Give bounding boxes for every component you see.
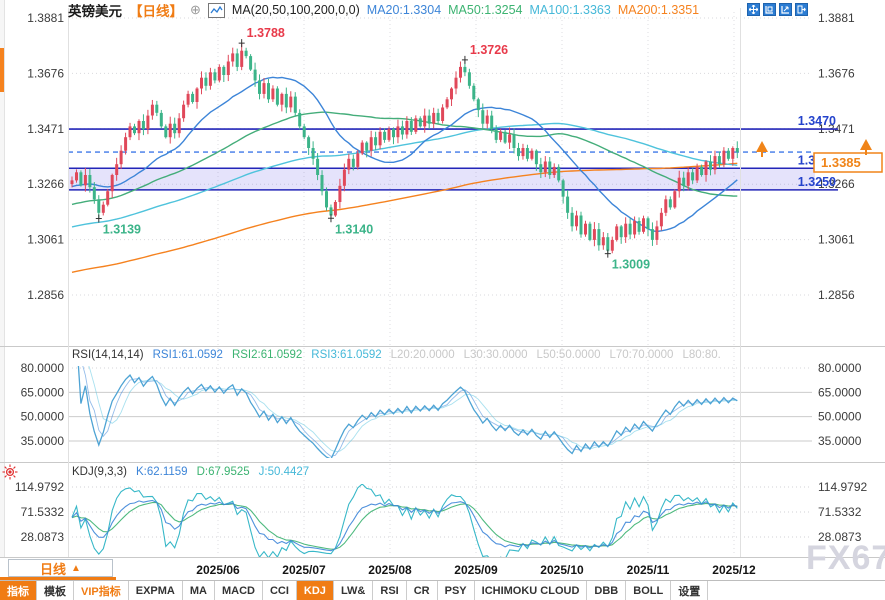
period-selector-label: 日线 — [40, 561, 67, 577]
svg-text:80.0000: 80.0000 — [21, 361, 65, 375]
svg-text:71.5332: 71.5332 — [21, 505, 65, 519]
tab-settings[interactable]: 设置 — [671, 581, 709, 600]
svg-text:1.3266: 1.3266 — [27, 177, 64, 191]
ma200-value: MA200:1.3351 — [617, 3, 700, 17]
svg-text:1.3061: 1.3061 — [818, 233, 855, 247]
svg-text:28.0873: 28.0873 — [818, 530, 862, 544]
rsi-header: RSI(14,14,14) RSI1:61.0592 RSI2:61.0592 … — [72, 349, 721, 361]
symbol-title: 英镑美元 — [68, 4, 122, 19]
svg-text:1.3471: 1.3471 — [27, 122, 64, 136]
tab-expma[interactable]: EXPMA — [129, 581, 183, 600]
sun-marker-icon[interactable] — [2, 464, 18, 485]
period-selector[interactable]: 日线 ▲ — [8, 559, 113, 577]
svg-text:114.9792: 114.9792 — [818, 480, 867, 494]
tab-lwr[interactable]: LW& — [334, 581, 374, 600]
kdj-header: KDJ(9,3,3) K:62.1159 D:67.9525 J:50.4427 — [72, 466, 309, 478]
tab-boll[interactable]: BOLL — [626, 581, 672, 600]
tab-rsi[interactable]: RSI — [373, 581, 407, 600]
svg-text:65.0000: 65.0000 — [21, 385, 65, 399]
axis-scale-icon[interactable] — [779, 3, 792, 16]
ma-settings-label: MA(20,50,100,200,0,0) — [231, 3, 360, 17]
tab-vip-indicator[interactable]: VIP指标 — [74, 581, 129, 600]
svg-text:1.3250: 1.3250 — [798, 175, 836, 189]
svg-text:65.0000: 65.0000 — [818, 385, 862, 399]
svg-text:114.9792: 114.9792 — [15, 480, 64, 494]
svg-text:1.3140: 1.3140 — [335, 222, 373, 236]
svg-text:2025/07: 2025/07 — [282, 563, 326, 577]
ma20-value: MA20:1.3304 — [366, 3, 442, 17]
chart-tool-icons — [747, 3, 808, 16]
svg-text:2025/10: 2025/10 — [540, 563, 584, 577]
tab-ma[interactable]: MA — [183, 581, 215, 600]
rsi1-value: RSI1:61.0592 — [152, 349, 223, 361]
add-indicator-icon[interactable]: ⊕ — [190, 2, 201, 17]
svg-text:2025/06: 2025/06 — [196, 563, 240, 577]
pane-export-icon[interactable] — [795, 3, 808, 16]
svg-text:35.0000: 35.0000 — [818, 434, 862, 448]
ma100-value: MA100:1.3363 — [529, 3, 611, 17]
rsi3-value: RSI3:61.0592 — [311, 349, 382, 361]
period-selector-arrow: ▲ — [71, 562, 81, 574]
svg-text:1.3881: 1.3881 — [818, 11, 855, 25]
tab-cr[interactable]: CR — [407, 581, 438, 600]
box-zoom-icon[interactable] — [763, 3, 776, 16]
tab-kdj[interactable]: KDJ — [296, 581, 334, 600]
period-selector-underline — [0, 577, 116, 580]
svg-text:1.3470: 1.3470 — [798, 114, 836, 128]
tab-psy[interactable]: PSY — [438, 581, 475, 600]
svg-text:1.3266: 1.3266 — [818, 177, 855, 191]
svg-text:2025/11: 2025/11 — [627, 563, 670, 577]
svg-text:1.3881: 1.3881 — [27, 11, 64, 25]
rsi-l30: L30:30.0000 — [463, 349, 528, 361]
svg-text:1.2856: 1.2856 — [27, 288, 64, 302]
rsi-l20: L20:20.0000 — [390, 349, 455, 361]
svg-text:1.3676: 1.3676 — [818, 66, 855, 80]
svg-text:80.0000: 80.0000 — [818, 361, 862, 375]
svg-text:71.5332: 71.5332 — [818, 505, 862, 519]
period-tag: 【日线】 — [129, 4, 183, 19]
svg-text:50.0000: 50.0000 — [21, 410, 65, 424]
svg-text:1.3139: 1.3139 — [103, 223, 141, 237]
tab-macd[interactable]: MACD — [215, 581, 263, 600]
svg-text:1.3676: 1.3676 — [27, 66, 64, 80]
kdj-title: KDJ(9,3,3) — [72, 466, 127, 478]
left-scrollbar-thumb[interactable] — [0, 48, 4, 92]
kdj-k-value: K:62.1159 — [135, 466, 188, 478]
svg-text:35.0000: 35.0000 — [21, 434, 65, 448]
chart-header: 英镑美元 【日线】 ⊕ MA(20,50,100,200,0,0) MA20:1… — [68, 2, 700, 19]
svg-text:1.2856: 1.2856 — [818, 288, 855, 302]
svg-text:1.3788: 1.3788 — [247, 26, 285, 40]
ma50-value: MA50:1.3254 — [448, 3, 523, 17]
svg-text:2025/09: 2025/09 — [454, 563, 498, 577]
svg-text:1.3385: 1.3385 — [821, 155, 861, 170]
indicator-toolbar: 指标 模板 VIP指标 EXPMA MA MACD CCI KDJ LW& RS… — [0, 580, 885, 600]
rsi-l50: L50:50.0000 — [536, 349, 601, 361]
svg-text:1.3009: 1.3009 — [612, 258, 650, 272]
rsi-l80: L80:80. — [682, 349, 721, 361]
watermark: FX678 — [806, 539, 885, 577]
rsi-title: RSI(14,14,14) — [72, 349, 144, 361]
rsi-l70: L70:70.0000 — [609, 349, 674, 361]
kdj-j-value: J:50.4427 — [258, 466, 310, 478]
tab-indicator[interactable]: 指标 — [0, 581, 37, 600]
svg-text:2025/08: 2025/08 — [368, 563, 412, 577]
move-crosshair-icon[interactable] — [747, 3, 760, 16]
svg-text:1.3061: 1.3061 — [27, 233, 64, 247]
svg-text:28.0873: 28.0873 — [21, 530, 65, 544]
tab-cci[interactable]: CCI — [263, 581, 297, 600]
tab-template[interactable]: 模板 — [37, 581, 74, 600]
svg-text:1.3726: 1.3726 — [470, 43, 508, 57]
left-scrollbar-track[interactable] — [0, 0, 5, 557]
rsi2-value: RSI2:61.0592 — [231, 349, 303, 361]
svg-text:2025/12: 2025/12 — [712, 563, 756, 577]
kdj-d-value: D:67.9525 — [196, 466, 250, 478]
chart-type-icon[interactable] — [207, 2, 225, 18]
tab-ichimoku-cloud[interactable]: ICHIMOKU CLOUD — [475, 581, 588, 600]
svg-text:50.0000: 50.0000 — [818, 410, 862, 424]
tab-dbb[interactable]: DBB — [587, 581, 627, 600]
